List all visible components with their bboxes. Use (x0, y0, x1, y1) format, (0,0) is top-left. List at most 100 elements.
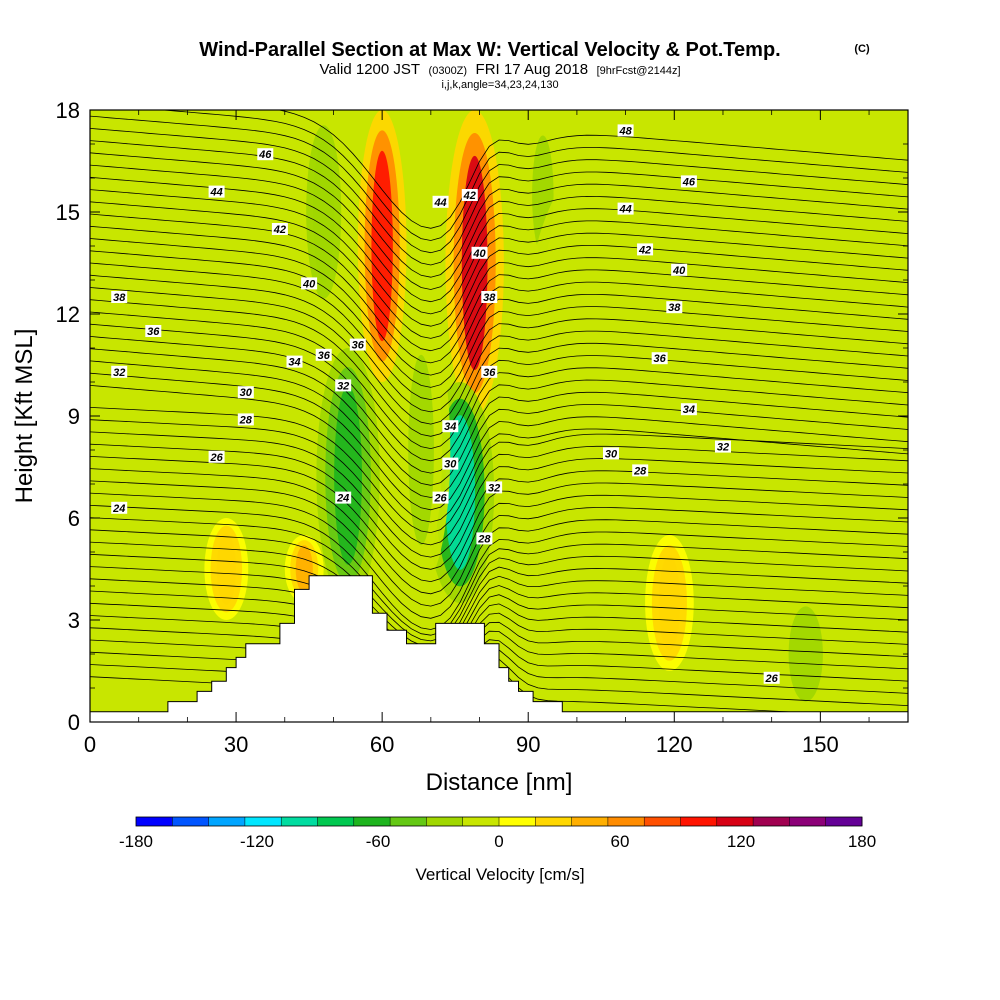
contour-label-box (632, 464, 649, 477)
isentrope-line (90, 128, 908, 266)
contour-label-box (111, 501, 128, 514)
y-tick-label: 12 (56, 302, 80, 327)
copyright-mark: (C) (854, 43, 870, 55)
colorbar-tick-label: 120 (727, 832, 755, 851)
contour-label: 40 (672, 265, 686, 277)
colorbar-swatch (426, 817, 464, 826)
y-tick-label: 3 (68, 608, 80, 633)
contour-label-box (208, 450, 225, 463)
contour-label-box (286, 355, 303, 368)
y-tick-label: 6 (68, 506, 80, 531)
isentrope-line (90, 419, 908, 546)
isentrope-line (90, 348, 908, 486)
isentrope-line (90, 238, 908, 376)
isentrope-line (90, 372, 908, 511)
x-tick-label: 60 (370, 732, 394, 757)
colorbar-swatch (136, 817, 173, 826)
isentrope-line (90, 299, 908, 437)
isentrope-line (90, 336, 908, 474)
colorbar-swatch (208, 817, 246, 826)
contour-label-box (486, 481, 503, 494)
isentrope-line (90, 152, 908, 290)
contour-label-box (432, 491, 449, 504)
utc-time: (0300Z) (429, 65, 468, 77)
contour-label-box (666, 301, 683, 314)
plot-area: 48 46 46 44 44 44 42 42 42 40 40 40 38 38 38 36 36 36 36 36… (90, 110, 908, 722)
colorbar-tick-label: -180 (119, 832, 153, 851)
isentrope-line (90, 468, 908, 595)
colorbar-swatch (244, 817, 282, 826)
isentrope-line (90, 541, 908, 648)
contour-label: 38 (668, 302, 681, 314)
colorbar-swatch (716, 817, 754, 826)
contour-label-box (651, 352, 668, 365)
y-tick-label: 15 (56, 200, 80, 225)
colorbar-tick-label: -60 (366, 832, 391, 851)
isentrope-line (90, 250, 908, 388)
contour-label-box (442, 457, 459, 470)
contour-label: 36 (654, 353, 667, 365)
colorbar-swatch (825, 817, 863, 826)
isentrope-line (90, 602, 908, 676)
contour-label-box (237, 413, 254, 426)
velocity-cell (334, 386, 362, 565)
colorbar-swatch (172, 817, 210, 826)
isentrope-line (90, 311, 908, 450)
contour-label: 30 (240, 387, 253, 399)
contour-label: 42 (463, 190, 476, 202)
contour-label: 44 (209, 187, 222, 199)
colorbar-tick-label: 0 (494, 832, 503, 851)
contour-label-box (637, 243, 654, 256)
isentrope-line (90, 140, 908, 278)
contour-label: 28 (239, 414, 253, 426)
contour-label-box (301, 277, 318, 290)
contour-label: 36 (147, 326, 160, 338)
isentrope-contours (90, 110, 908, 719)
contour-label-box (237, 386, 254, 399)
isentrope-line (90, 262, 908, 401)
contour-label: 24 (112, 503, 125, 515)
valid-time: Valid 1200 JST (319, 61, 420, 78)
contour-label: 32 (488, 482, 500, 494)
contour-label: 40 (302, 278, 316, 290)
colorbar-tick-label: 180 (848, 832, 876, 851)
y-tick-label: 0 (68, 710, 80, 735)
y-axis-title: Height [Kft MSL] (11, 329, 38, 504)
isentrope-line (90, 213, 908, 352)
velocity-cell (216, 533, 236, 605)
x-tick-label: 30 (224, 732, 248, 757)
contour-label-box (680, 175, 697, 188)
colorbar-swatch (353, 817, 391, 826)
colorbar-swatch (390, 817, 427, 826)
contour-label-box (257, 148, 274, 161)
contour-label-box (432, 195, 449, 208)
isentrope-line (90, 505, 908, 630)
isentrope-line (90, 480, 908, 607)
y-tick-label: 18 (56, 98, 80, 123)
velocity-cell (408, 354, 434, 546)
contour-label: 28 (477, 533, 491, 545)
contour-label: 30 (605, 448, 618, 460)
colorbar-swatch (680, 817, 718, 826)
contour-label-box (461, 189, 478, 201)
colorbar-swatch (789, 817, 827, 826)
contour-label: 46 (258, 149, 272, 161)
velocity-cell (610, 171, 739, 457)
contour-label: 42 (638, 244, 651, 256)
x-tick-label: 90 (516, 732, 540, 757)
isentrope-line (90, 517, 908, 636)
isentrope-line (90, 274, 908, 413)
isentrope-line (90, 529, 908, 642)
isentrope-line (90, 323, 908, 462)
velocity-cell (313, 140, 335, 284)
velocity-cell (445, 415, 476, 570)
contour-label: 34 (683, 404, 695, 416)
contour-label: 44 (618, 204, 631, 216)
contour-label-box (335, 491, 352, 504)
contour-label: 36 (352, 340, 365, 352)
x-tick-label: 120 (656, 732, 693, 757)
contour-label-box (617, 124, 634, 137)
contour-label: 32 (717, 442, 729, 454)
contour-label: 32 (113, 367, 125, 379)
contour-label-box (145, 325, 162, 337)
